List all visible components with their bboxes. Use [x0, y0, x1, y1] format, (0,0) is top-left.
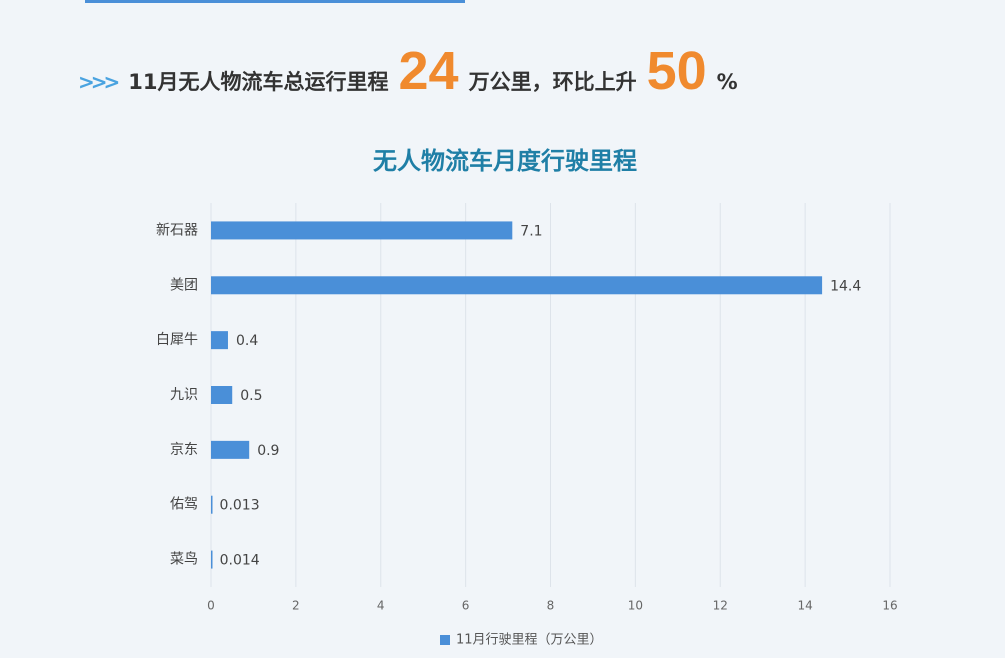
- headline-figure: 24: [398, 41, 459, 101]
- value-label: 7.1: [520, 223, 542, 239]
- x-tick-label: 12: [713, 599, 728, 613]
- x-tick-label: 8: [547, 599, 555, 613]
- value-label: 0.9: [257, 443, 279, 459]
- decor-line: [85, 0, 465, 3]
- y-tick-label: 京东: [170, 442, 198, 458]
- bar: [211, 440, 250, 459]
- value-label: 14.4: [830, 278, 861, 294]
- legend-swatch: [440, 635, 450, 645]
- bar: [211, 495, 213, 514]
- y-tick-label: 白犀牛: [156, 332, 198, 348]
- headline: >>> 11月无人物流车总运行里程 24 万公里，环比上升 50 %: [78, 40, 738, 110]
- x-tick-label: 6: [462, 599, 470, 613]
- x-tick-label: 4: [377, 599, 385, 613]
- x-tick-label: 0: [207, 599, 215, 613]
- x-tick-label: 16: [882, 599, 897, 613]
- chart-title: 无人物流车月度行驶里程: [373, 147, 637, 175]
- bar: [211, 386, 233, 404]
- y-tick-label: 菜鸟: [170, 552, 198, 568]
- bar: [211, 550, 213, 569]
- value-label: 0.5: [240, 388, 262, 404]
- y-tick-label: 美团: [170, 277, 198, 293]
- y-tick-label: 佑驾: [170, 497, 198, 513]
- y-tick-label: 九识: [170, 387, 198, 403]
- bar: [211, 221, 513, 240]
- headline-text: 11月无人物流车总运行里程: [128, 70, 389, 94]
- value-label: 0.013: [220, 498, 260, 514]
- value-label: 0.014: [220, 553, 260, 569]
- legend-label: 11月行驶里程（万公里）: [456, 633, 603, 648]
- value-label: 0.4: [236, 333, 258, 349]
- bar: [211, 276, 823, 295]
- x-tick-label: 14: [797, 599, 812, 613]
- bar: [211, 331, 228, 350]
- headline-text: 万公里，环比上升: [468, 70, 637, 94]
- headline-figure: 50: [646, 41, 707, 101]
- headline-text: %: [716, 70, 738, 94]
- x-tick-label: 10: [628, 599, 643, 613]
- x-tick-label: 2: [292, 599, 300, 613]
- y-tick-label: 新石器: [156, 222, 198, 238]
- arrow-icon: >>>: [78, 70, 120, 94]
